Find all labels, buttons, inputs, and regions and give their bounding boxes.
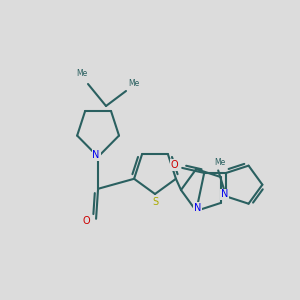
Text: Me: Me	[214, 158, 226, 167]
Text: N: N	[92, 150, 100, 160]
Text: N: N	[194, 203, 201, 213]
Text: Me: Me	[76, 70, 88, 79]
Text: Me: Me	[128, 80, 140, 88]
Text: O: O	[82, 216, 90, 226]
Text: S: S	[152, 197, 158, 207]
Text: N: N	[220, 189, 228, 200]
Text: O: O	[170, 160, 178, 170]
